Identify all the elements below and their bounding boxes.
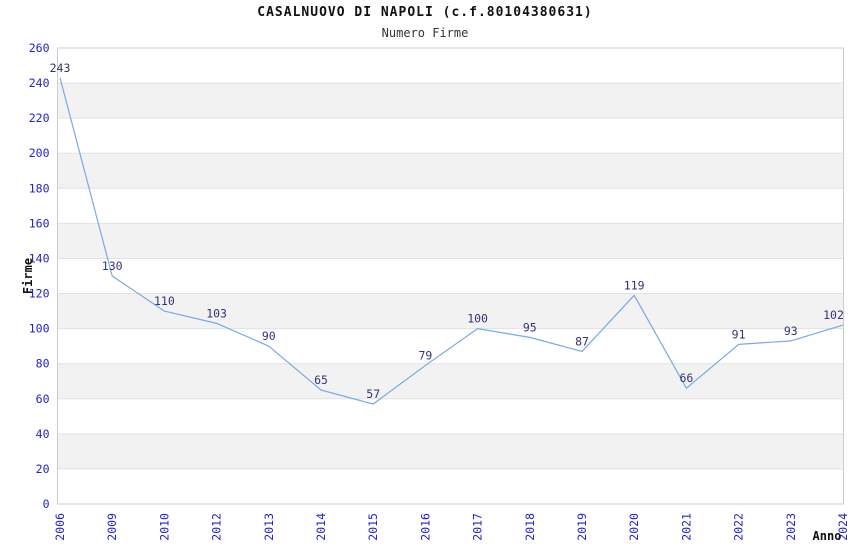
x-tick-label: 2009	[105, 513, 119, 541]
data-point-label: 87	[575, 334, 589, 348]
plot-band	[57, 258, 844, 294]
x-tick-label: 2012	[210, 513, 224, 541]
chart-subtitle: Numero Firme	[381, 26, 469, 40]
plot-band	[57, 118, 844, 154]
data-point-label: 110	[154, 294, 175, 308]
x-tick-label: 2014	[314, 513, 328, 541]
plot-band	[57, 223, 844, 259]
plot-band	[57, 328, 844, 364]
x-tick-label: 2010	[157, 513, 171, 541]
x-tick-label: 2015	[366, 513, 380, 541]
chart-title: CASALNUOVO DI NAPOLI (c.f.80104380631)	[257, 5, 593, 20]
y-tick-label: 220	[29, 111, 50, 125]
y-tick-label: 0	[43, 497, 50, 511]
x-tick-label: 2019	[575, 513, 589, 541]
y-tick-label: 60	[36, 392, 50, 406]
x-tick-label: 2013	[262, 513, 276, 541]
data-point-label: 95	[523, 320, 537, 334]
plot-band	[57, 153, 844, 189]
y-tick-label: 160	[29, 216, 50, 230]
plot-band	[57, 188, 844, 224]
y-tick-label: 80	[36, 357, 50, 371]
y-tick-label: 240	[29, 76, 50, 90]
plot-band	[57, 468, 844, 504]
x-tick-label: 2018	[523, 513, 537, 541]
plot-border	[57, 47, 844, 505]
data-point-label: 102	[823, 308, 844, 322]
x-tick-label: 2020	[627, 513, 641, 541]
data-point-label: 57	[366, 387, 380, 401]
plot-band	[57, 398, 844, 434]
x-tick-label: 2016	[418, 513, 432, 541]
x-tick-label: 2017	[471, 513, 485, 541]
plot-band	[57, 363, 844, 399]
data-point-label: 65	[314, 373, 328, 387]
x-tick-label: 2021	[679, 513, 693, 541]
y-tick-label: 200	[29, 146, 50, 160]
data-point-label: 243	[50, 61, 71, 75]
y-tick-label: 260	[29, 41, 50, 55]
data-point-label: 66	[679, 371, 693, 385]
data-point-label: 119	[624, 278, 645, 292]
y-tick-label: 40	[36, 427, 50, 441]
y-axis-label: Firme	[21, 257, 35, 295]
y-tick-label: 20	[36, 462, 50, 476]
plot-band	[57, 83, 844, 119]
x-tick-label: 2022	[732, 513, 746, 541]
y-tick-label: 180	[29, 181, 50, 195]
x-tick-label: 2023	[784, 513, 798, 541]
data-point-label: 79	[418, 348, 432, 362]
data-point-label: 91	[732, 327, 746, 341]
plot-band	[57, 293, 844, 329]
x-tick-label: 2024	[836, 513, 850, 541]
data-point-label: 90	[262, 329, 276, 343]
plot-band	[57, 433, 844, 469]
data-point-label: 103	[206, 306, 227, 320]
plot-band	[57, 48, 844, 84]
data-point-label: 93	[784, 324, 798, 338]
data-point-label: 100	[467, 312, 488, 326]
data-point-label: 130	[102, 259, 123, 273]
x-axis-label: Anno	[812, 529, 842, 543]
y-tick-label: 140	[29, 251, 50, 265]
y-tick-label: 120	[29, 287, 50, 301]
chart-line	[59, 77, 844, 405]
y-tick-label: 100	[29, 322, 50, 336]
x-tick-label: 2006	[53, 513, 67, 541]
